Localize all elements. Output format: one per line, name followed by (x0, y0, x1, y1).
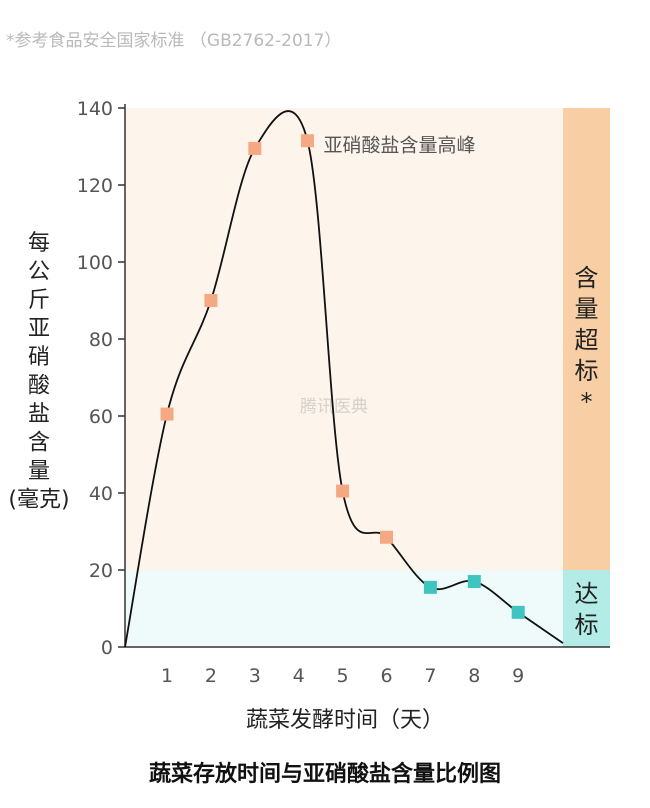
series-line (124, 110, 564, 648)
y-axis-title-char: 斤 (28, 288, 50, 313)
x-tick-label: 9 (512, 665, 524, 687)
y-tick-label: 60 (89, 406, 113, 428)
data-point (511, 605, 525, 619)
x-tick-label: 1 (161, 665, 173, 687)
y-tick-label: 20 (89, 560, 113, 582)
region-label-char: 标 (575, 611, 599, 639)
x-tick-label: 6 (380, 665, 392, 687)
data-point (160, 407, 174, 421)
data-point (204, 294, 218, 307)
y-ticks: 0 20 40 60 80 100 120 140 (77, 98, 125, 659)
exceed-region-band (563, 108, 610, 570)
data-point (248, 141, 262, 155)
region-label-char: 量 (575, 295, 599, 323)
chart-background (125, 108, 610, 647)
data-point (467, 575, 481, 589)
x-tick-label: 2 (205, 665, 217, 687)
data-point (423, 580, 437, 594)
ok-region-background (125, 570, 563, 647)
y-axis-title-char: 酸 (28, 374, 50, 399)
y-axis-title-char: 盐 (28, 402, 50, 427)
data-markers (160, 134, 525, 619)
y-tick-label: 40 (89, 483, 113, 505)
y-axis-title-char: 每 (28, 231, 50, 256)
y-axis-title-char: 含 (28, 431, 50, 456)
watermark: 腾讯医典 (300, 397, 368, 417)
source-note: *参考食品安全国家标准 （GB2762-2017） (6, 31, 342, 51)
y-tick-label: 100 (77, 252, 113, 274)
y-axis-title-char: 亚 (28, 317, 50, 342)
y-axis-title-char: 量 (28, 459, 50, 484)
x-tick-label: 4 (293, 665, 305, 687)
chart-caption: 蔬菜存放时间与亚硝酸盐含量比例图 (148, 762, 501, 787)
y-tick-label: 140 (77, 98, 113, 120)
y-axis-title-char: (毫克) (8, 488, 69, 513)
y-tick-label: 80 (89, 329, 113, 351)
chart-annotations: 亚硝酸盐含量高峰 (323, 135, 475, 157)
region-label-char: 标 (575, 357, 599, 385)
x-tick-label: 7 (424, 665, 436, 687)
ok-region-band (563, 570, 610, 647)
region-label-char: * (581, 388, 593, 416)
region-label-char: 达 (575, 580, 599, 608)
y-tick-label: 120 (77, 175, 113, 197)
region-label-char: 含 (575, 264, 599, 292)
x-axis-title: 蔬菜发酵时间（天） (246, 708, 444, 733)
y-tick-label: 0 (101, 637, 113, 659)
data-point (380, 530, 393, 544)
x-tick-label: 5 (337, 665, 349, 687)
x-tick-label: 8 (468, 665, 480, 687)
region-label-char: 超 (575, 326, 599, 354)
y-axis-title-char: 公 (28, 260, 50, 285)
data-point (336, 484, 350, 498)
chart-axes (124, 104, 610, 648)
x-ticks: 1 2 3 4 5 6 7 8 9 (161, 665, 524, 687)
x-tick-label: 3 (249, 665, 261, 687)
data-point (300, 134, 314, 148)
y-axis-title-char: 硝 (28, 345, 50, 370)
peak-annotation: 亚硝酸盐含量高峰 (323, 135, 475, 157)
